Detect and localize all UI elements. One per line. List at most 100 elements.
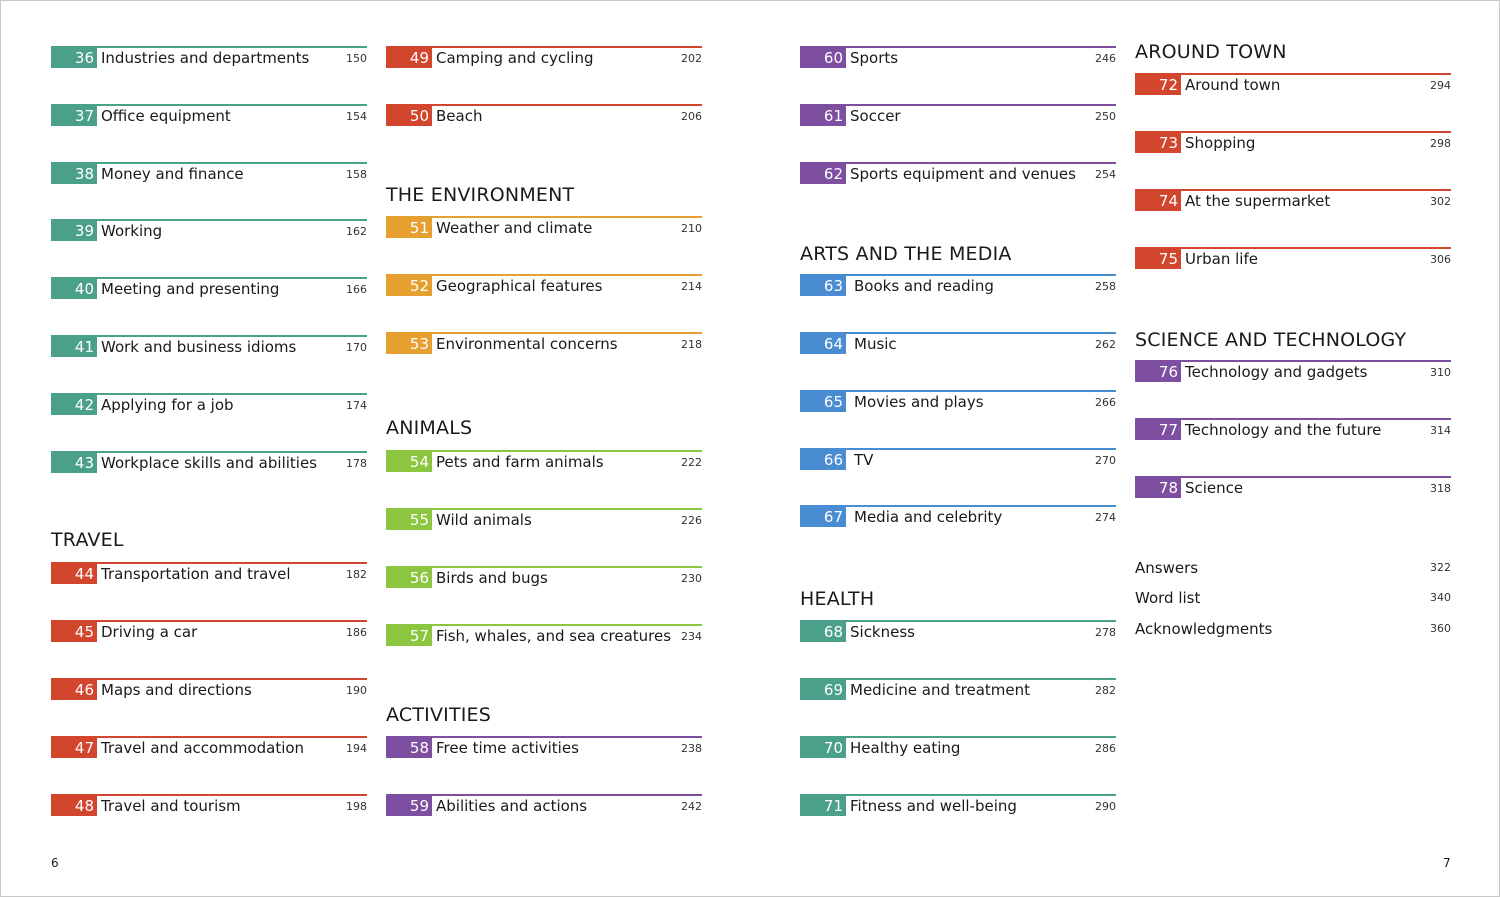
toc-entry-44[interactable]: 44 Transportation and travel 182	[51, 562, 367, 586]
toc-entry-50[interactable]: 50 Beach 206	[386, 104, 702, 128]
toc-entry-68[interactable]: 68 Sickness 278	[800, 620, 1116, 644]
page-number: 194	[346, 742, 367, 755]
page-number: 360	[1430, 622, 1451, 635]
page-number: 270	[1095, 454, 1116, 467]
chapter-title: Pets and farm animals	[436, 453, 604, 471]
toc-entry-46[interactable]: 46 Maps and directions 190	[51, 678, 367, 702]
chapter-title: Weather and climate	[436, 219, 593, 237]
toc-entry-73[interactable]: 73 Shopping 298	[1135, 131, 1451, 155]
chapter-title: Media and celebrity	[854, 508, 1003, 526]
chapter-number: 54	[386, 452, 432, 472]
chapter-number: 62	[800, 164, 846, 184]
toc-entry-77[interactable]: 77 Technology and the future 314	[1135, 418, 1451, 442]
page-number: 230	[681, 572, 702, 585]
chapter-title: Camping and cycling	[436, 49, 594, 67]
chapter-title: Beach	[436, 107, 483, 125]
toc-entry-37[interactable]: 37 Office equipment 154	[51, 104, 367, 128]
chapter-number: 51	[386, 218, 432, 238]
page-number: 250	[1095, 110, 1116, 123]
chapter-title: Work and business idioms	[101, 338, 297, 356]
toc-entry-76[interactable]: 76 Technology and gadgets 310	[1135, 360, 1451, 384]
toc-entry-57[interactable]: 57 Fish, whales, and sea creatures 234	[386, 624, 702, 648]
page-number: 154	[346, 110, 367, 123]
toc-entry-65[interactable]: 65 Movies and plays 266	[800, 390, 1116, 414]
toc-entry-36[interactable]: 36 Industries and departments 150	[51, 46, 367, 70]
chapter-number: 50	[386, 106, 432, 126]
toc-entry-58[interactable]: 58 Free time activities 238	[386, 736, 702, 760]
chapter-number: 69	[800, 680, 846, 700]
toc-entry-59[interactable]: 59 Abilities and actions 242	[386, 794, 702, 818]
toc-entry-70[interactable]: 70 Healthy eating 286	[800, 736, 1116, 760]
toc-entry-67[interactable]: 67 Media and celebrity 274	[800, 505, 1116, 529]
toc-entry-66[interactable]: 66 TV 270	[800, 448, 1116, 472]
toc-entry-45[interactable]: 45 Driving a car 186	[51, 620, 367, 644]
page-number: 258	[1095, 280, 1116, 293]
toc-entry-38[interactable]: 38 Money and finance 158	[51, 162, 367, 186]
chapter-number: 44	[51, 564, 97, 584]
chapter-number: 74	[1135, 191, 1181, 211]
toc-entry-54[interactable]: 54 Pets and farm animals 222	[386, 450, 702, 474]
page-number: 174	[346, 399, 367, 412]
chapter-title: Music	[854, 335, 897, 353]
toc-entry-74[interactable]: 74 At the supermarket 302	[1135, 189, 1451, 213]
chapter-title: Environmental concerns	[436, 335, 618, 353]
toc-entry-75[interactable]: 75 Urban life 306	[1135, 247, 1451, 271]
toc-entry-51[interactable]: 51 Weather and climate 210	[386, 216, 702, 240]
page-number: 150	[346, 52, 367, 65]
chapter-number: 58	[386, 738, 432, 758]
chapter-title: Science	[1185, 479, 1244, 497]
toc-entry-53[interactable]: 53 Environmental concerns 218	[386, 332, 702, 356]
toc-entry-acknowledgments[interactable]: Acknowledgments 360	[1135, 619, 1451, 639]
toc-entry-78[interactable]: 78 Science 318	[1135, 476, 1451, 500]
toc-entry-71[interactable]: 71 Fitness and well-being 290	[800, 794, 1116, 818]
chapter-title: Money and finance	[101, 165, 244, 183]
toc-entry-41[interactable]: 41 Work and business idioms 170	[51, 335, 367, 359]
page-number: 234	[681, 630, 702, 643]
toc-entry-69[interactable]: 69 Medicine and treatment 282	[800, 678, 1116, 702]
chapter-title: Office equipment	[101, 107, 231, 125]
chapter-number: 45	[51, 622, 97, 642]
toc-entry-55[interactable]: 55 Wild animals 226	[386, 508, 702, 532]
page-number: 210	[681, 222, 702, 235]
chapter-number: 73	[1135, 133, 1181, 153]
toc-entry-62[interactable]: 62 Sports equipment and venues 254	[800, 162, 1116, 186]
toc-entry-43[interactable]: 43 Workplace skills and abilities 178	[51, 451, 367, 475]
page-number: 178	[346, 457, 367, 470]
toc-entry-48[interactable]: 48 Travel and tourism 198	[51, 794, 367, 818]
chapter-title: Working	[101, 222, 163, 240]
toc-entry-39[interactable]: 39 Working 162	[51, 219, 367, 243]
toc-entry-60[interactable]: 60 Sports 246	[800, 46, 1116, 70]
chapter-title: Geographical features	[436, 277, 603, 295]
toc-entry-answers[interactable]: Answers 322	[1135, 558, 1451, 578]
page-number: 262	[1095, 338, 1116, 351]
chapter-number: 39	[51, 221, 97, 241]
chapter-number: 37	[51, 106, 97, 126]
toc-entry-42[interactable]: 42 Applying for a job 174	[51, 393, 367, 417]
chapter-title: Applying for a job	[101, 396, 234, 414]
chapter-title: Technology and the future	[1185, 421, 1382, 439]
chapter-title: Travel and accommodation	[101, 739, 305, 757]
chapter-title: Healthy eating	[850, 739, 961, 757]
toc-entry-64[interactable]: 64 Music 262	[800, 332, 1116, 356]
toc-entry-40[interactable]: 40 Meeting and presenting 166	[51, 277, 367, 301]
page-number: 170	[346, 341, 367, 354]
toc-entry-56[interactable]: 56 Birds and bugs 230	[386, 566, 702, 590]
chapter-number: 56	[386, 568, 432, 588]
page-number: 322	[1430, 561, 1451, 574]
page-number: 218	[681, 338, 702, 351]
chapter-title: Meeting and presenting	[101, 280, 280, 298]
toc-entry-61[interactable]: 61 Soccer 250	[800, 104, 1116, 128]
toc-entry-47[interactable]: 47 Travel and accommodation 194	[51, 736, 367, 760]
toc-entry-49[interactable]: 49 Camping and cycling 202	[386, 46, 702, 70]
section-heading-animals: ANIMALS	[386, 417, 473, 439]
chapter-number: 76	[1135, 362, 1181, 382]
toc-entry-63[interactable]: 63 Books and reading 258	[800, 274, 1116, 298]
page-number: 318	[1430, 482, 1451, 495]
toc-entry-72[interactable]: 72 Around town 294	[1135, 73, 1451, 97]
toc-entry-word-list[interactable]: Word list 340	[1135, 588, 1451, 608]
chapter-title: Sports	[850, 49, 899, 67]
back-matter-title: Word list	[1135, 589, 1201, 607]
toc-entry-52[interactable]: 52 Geographical features 214	[386, 274, 702, 298]
chapter-number: 42	[51, 395, 97, 415]
